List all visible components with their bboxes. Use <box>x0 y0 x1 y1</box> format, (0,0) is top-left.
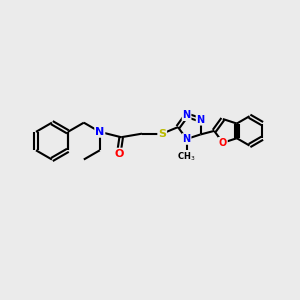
Text: O: O <box>114 148 124 159</box>
Text: N: N <box>95 127 104 137</box>
Text: N: N <box>196 115 205 125</box>
Text: N: N <box>182 110 191 120</box>
Text: N: N <box>182 134 191 144</box>
Text: S: S <box>158 129 166 139</box>
Text: CH$_3$: CH$_3$ <box>177 151 196 164</box>
Text: O: O <box>219 138 227 148</box>
